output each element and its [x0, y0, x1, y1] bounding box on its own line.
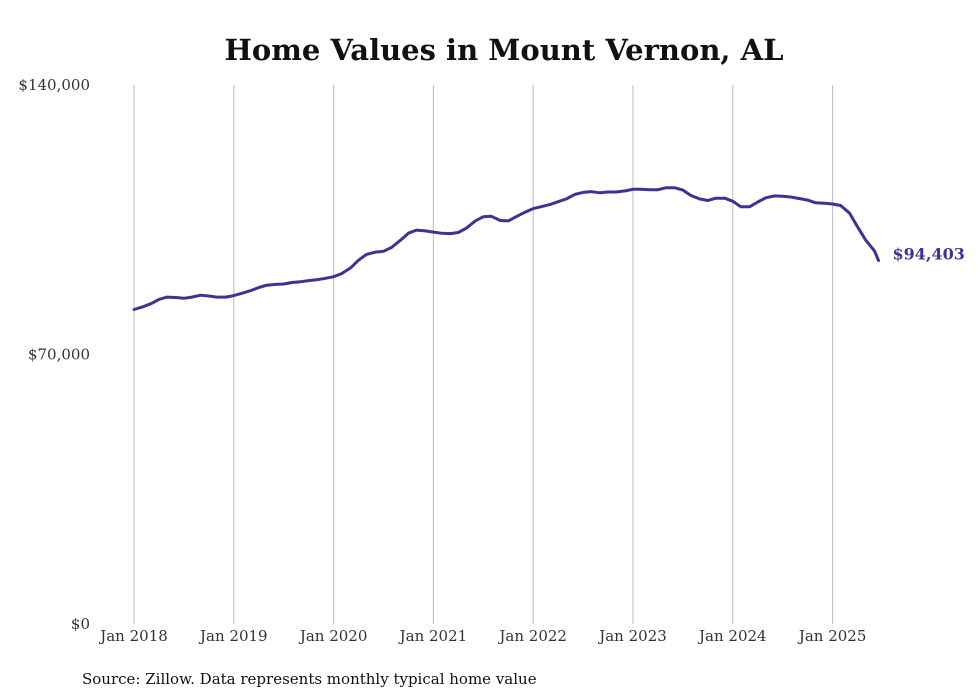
x-axis-ticks: Jan 2018 Jan 2019 Jan 2020 Jan 2021 Jan 2022… [98, 627, 866, 645]
x-tick-label: Jan 2018 [98, 627, 168, 645]
y-tick-label: $70,000 [28, 346, 90, 364]
chart-title: Home Values in Mount Vernon, AL [224, 33, 783, 67]
grid-lines [133, 85, 834, 624]
y-axis-ticks: $0 $70,000 $140,000 [18, 76, 90, 633]
x-tick-label: Jan 2022 [497, 627, 567, 645]
x-tick-label: Jan 2020 [298, 627, 368, 645]
y-tick-label: $140,000 [18, 76, 90, 94]
x-tick-label: Jan 2025 [797, 627, 867, 645]
series-layer: $94,403 [132, 186, 965, 311]
end-value-label: $94,403 [893, 245, 965, 264]
series-line [132, 186, 880, 311]
x-tick-label: Jan 2023 [597, 627, 667, 645]
x-tick-label: Jan 2021 [398, 627, 468, 645]
x-tick-label: Jan 2024 [697, 627, 767, 645]
x-tick-label: Jan 2019 [198, 627, 268, 645]
source-note: Source: Zillow. Data represents monthly … [82, 670, 537, 688]
y-tick-label: $0 [71, 615, 90, 633]
